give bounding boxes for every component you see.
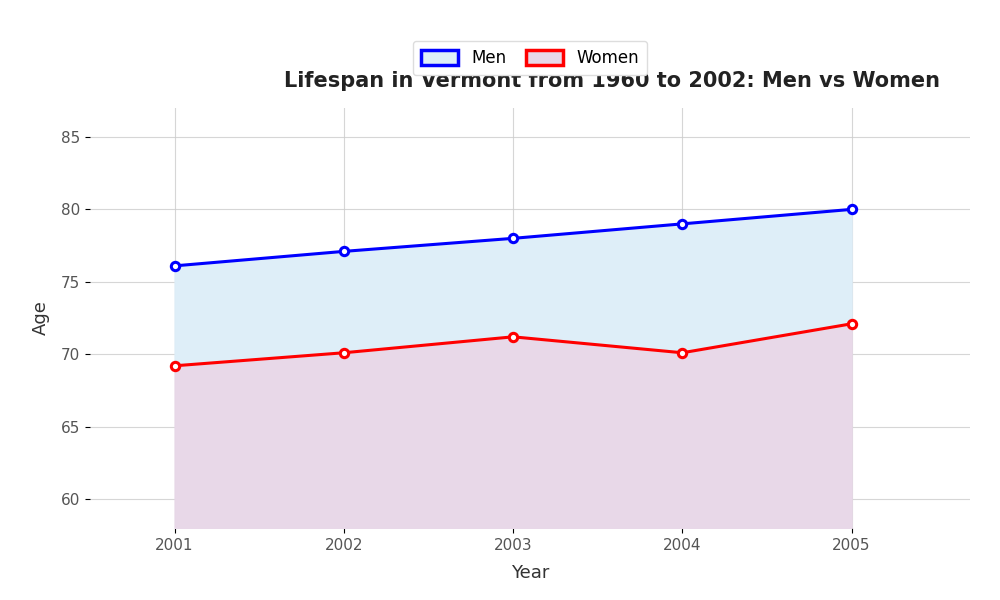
X-axis label: Year: Year — [511, 564, 549, 582]
Y-axis label: Age: Age — [32, 301, 50, 335]
Text: Lifespan in Vermont from 1960 to 2002: Men vs Women: Lifespan in Vermont from 1960 to 2002: M… — [284, 71, 940, 91]
Legend: Men, Women: Men, Women — [413, 41, 647, 76]
